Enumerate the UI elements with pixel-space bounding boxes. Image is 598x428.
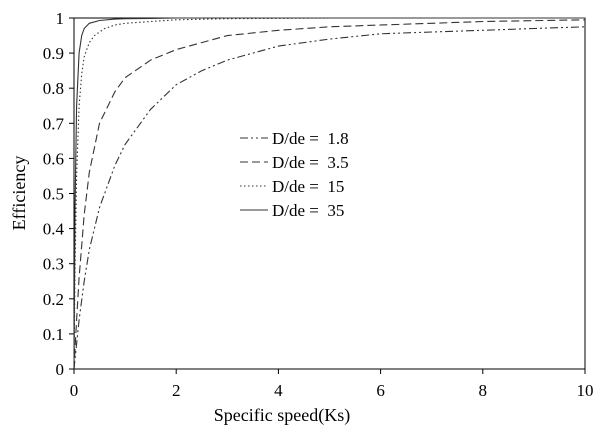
series-line-1 (73, 26, 586, 370)
x-tick-label: 6 (376, 381, 385, 400)
y-tick-label: 0.8 (43, 79, 64, 98)
x-tick-label: 2 (172, 381, 181, 400)
y-tick-label: 0.5 (43, 185, 64, 204)
x-tick-label: 0 (70, 381, 79, 400)
y-tick-label: 0.6 (43, 149, 64, 168)
y-axis-title: Efficiency (9, 156, 29, 231)
legend-label-2: D/de = 3.5 (272, 153, 349, 172)
series-line-4 (73, 17, 585, 370)
series-line-3 (73, 17, 585, 370)
x-axis-ticks: 0 2 4 6 8 10 (70, 369, 594, 400)
x-tick-label: 10 (577, 381, 594, 400)
series-lines (73, 17, 586, 370)
y-tick-label: 0.7 (43, 114, 65, 133)
plot-area (73, 17, 586, 370)
series-line-2 (73, 19, 586, 370)
legend: D/de = 1.8 D/de = 3.5 D/de = 15 D/de = 35 (240, 129, 349, 220)
y-tick-label: 0.4 (43, 220, 65, 239)
x-tick-label: 4 (274, 381, 283, 400)
y-tick-label: 0.2 (43, 290, 64, 309)
legend-label-4: D/de = 35 (272, 201, 344, 220)
x-axis-title: Specific speed(Ks) (214, 405, 350, 426)
legend-label-1: D/de = 1.8 (272, 129, 349, 148)
legend-label-3: D/de = 15 (272, 177, 344, 196)
y-tick-label: 0.1 (43, 325, 64, 344)
y-axis-ticks: 0 0.1 0.2 0.3 0.4 0.5 0.6 0.7 0.8 0.9 1 (43, 9, 74, 379)
y-tick-label: 0 (56, 360, 65, 379)
y-tick-label: 1 (56, 9, 65, 28)
y-tick-label: 0.3 (43, 255, 64, 274)
y-tick-label: 0.9 (43, 44, 64, 63)
x-tick-label: 8 (479, 381, 488, 400)
